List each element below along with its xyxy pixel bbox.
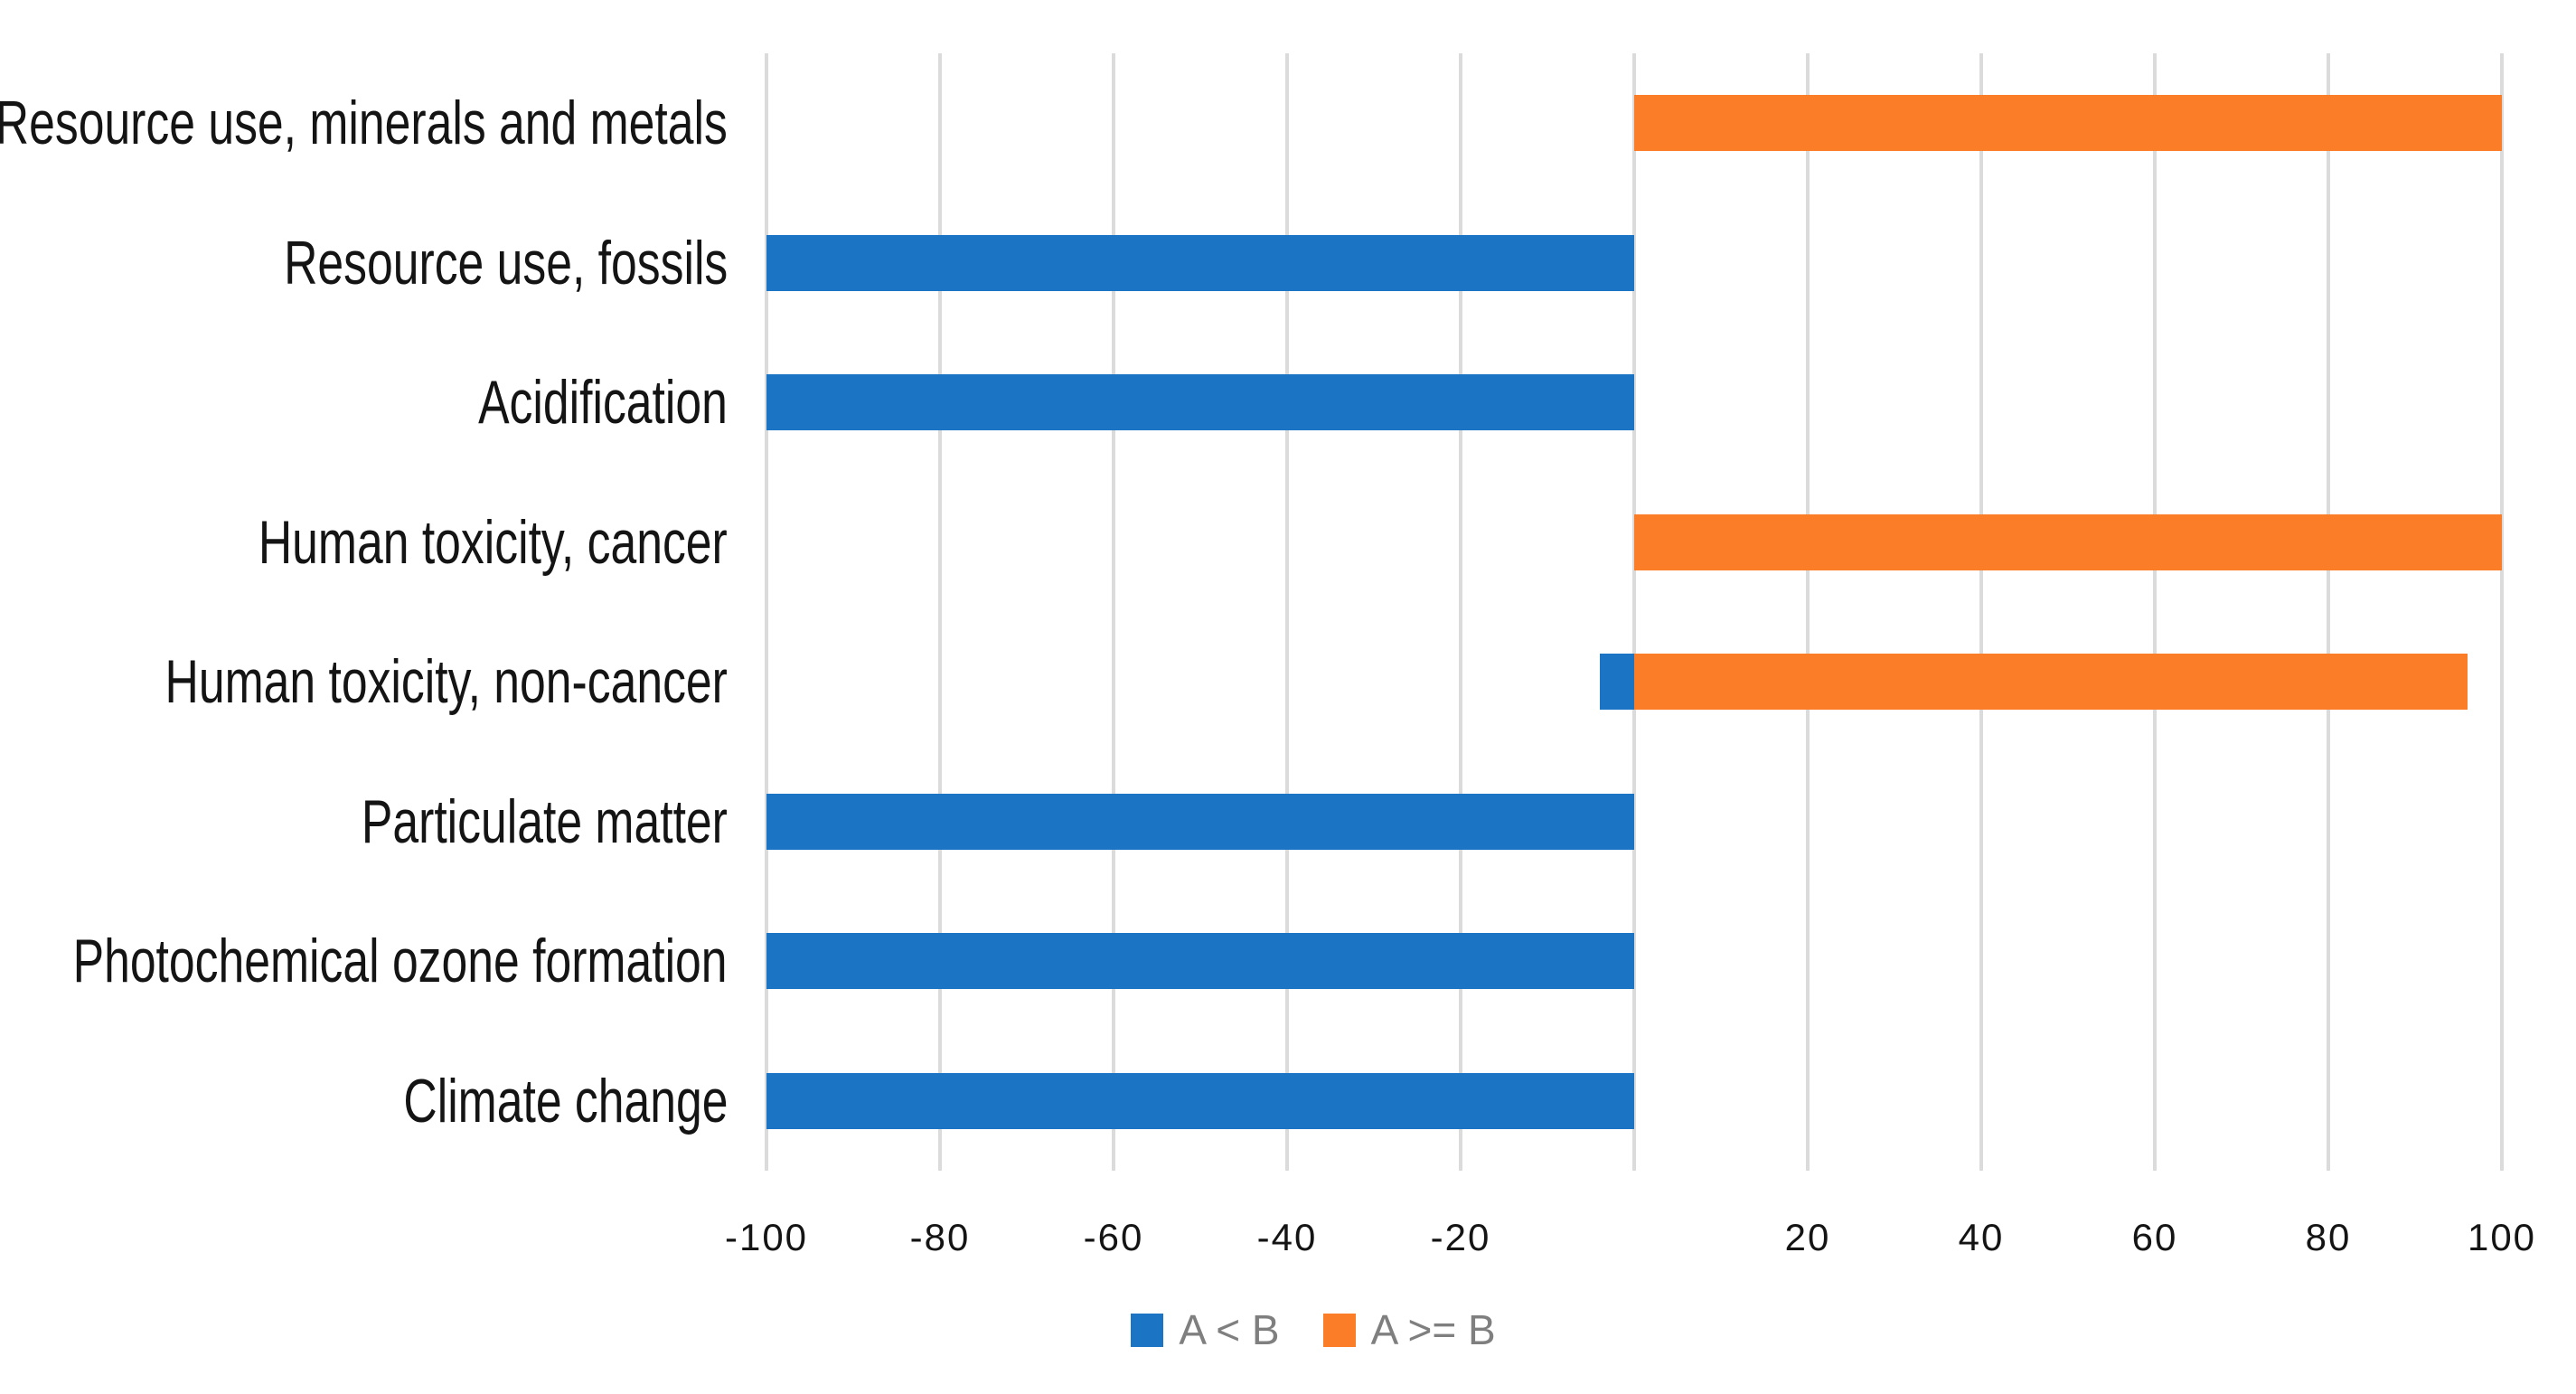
category-label-row-1: Resource use, minerals and metals [0,89,728,158]
bar-negative-row-8 [766,1072,1634,1129]
x-tick--20: -20 [1430,1216,1491,1258]
category-label-row-5: Human toxicity, non-cancer [165,647,728,717]
legend-label: A >= B [1370,1306,1496,1353]
bar-negative-row-2 [766,234,1634,291]
legend-swatch-blue-icon [1131,1313,1164,1347]
gridline-0 [1632,53,1636,1171]
plot-area [765,53,2504,1171]
legend-item-a-lt-b: A < B [1131,1305,1280,1354]
x-tick--40: -40 [1256,1216,1318,1258]
gridline-60 [2153,53,2157,1171]
gridline--80 [938,53,942,1171]
bar-negative-row-5 [1599,654,1634,711]
category-label-row-8: Climate change [402,1066,728,1135]
x-tick-100: 100 [2467,1216,2537,1258]
x-tick--60: -60 [1083,1216,1144,1258]
x-tick-20: 20 [1784,1216,1831,1258]
category-label-row-6: Particulate matter [362,786,728,856]
x-tick-40: 40 [1958,1216,2005,1258]
gridline--60 [1112,53,1115,1171]
x-tick-60: 60 [2131,1216,2178,1258]
gridline--40 [1285,53,1289,1171]
x-tick--100: -100 [724,1216,809,1258]
gridline--20 [1459,53,1462,1171]
legend-swatch-orange-icon [1322,1313,1356,1347]
bar-negative-row-6 [766,793,1634,850]
category-label-row-2: Resource use, fossils [283,228,728,297]
bar-negative-row-3 [766,374,1634,431]
gridline-80 [2327,53,2330,1171]
bar-negative-row-7 [766,933,1634,990]
bar-positive-row-5 [1634,654,2468,711]
gridline-100 [2500,53,2504,1171]
bar-positive-row-4 [1634,513,2502,570]
gridline-40 [1979,53,1983,1171]
gridline-20 [1806,53,1810,1171]
gridline--100 [765,53,768,1171]
category-label-row-4: Human toxicity, cancer [259,507,728,577]
legend-item-a-gte-b: A >= B [1322,1305,1496,1354]
legend: A < B A >= B [0,1305,2576,1354]
category-label-row-7: Photochemical ozone formation [73,927,728,996]
x-tick-80: 80 [2305,1216,2352,1258]
legend-label: A < B [1179,1306,1280,1353]
category-label-row-3: Acidification [478,368,728,438]
x-tick--80: -80 [909,1216,971,1258]
bar-positive-row-1 [1634,95,2502,152]
